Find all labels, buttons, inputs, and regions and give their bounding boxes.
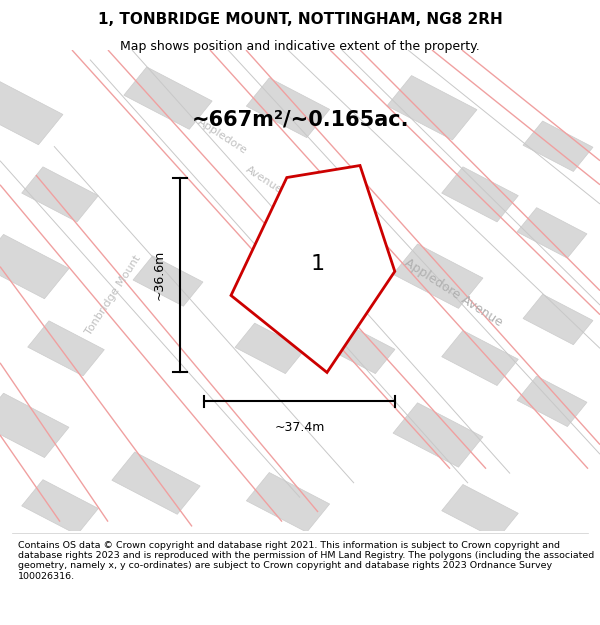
Text: Map shows position and indicative extent of the property.: Map shows position and indicative extent… [120, 40, 480, 53]
Polygon shape [280, 234, 356, 289]
Polygon shape [133, 256, 203, 306]
Polygon shape [393, 403, 483, 467]
Polygon shape [0, 81, 63, 145]
Text: Tonbridge Mount: Tonbridge Mount [83, 254, 142, 338]
Polygon shape [0, 234, 69, 299]
Polygon shape [325, 323, 395, 374]
Polygon shape [387, 76, 477, 140]
Text: Contains OS data © Crown copyright and database right 2021. This information is : Contains OS data © Crown copyright and d… [18, 541, 594, 581]
Polygon shape [442, 167, 518, 222]
Text: Appledore: Appledore [196, 117, 248, 156]
Polygon shape [517, 376, 587, 426]
Polygon shape [235, 323, 305, 374]
Polygon shape [442, 331, 518, 386]
Polygon shape [523, 121, 593, 171]
Polygon shape [247, 78, 329, 138]
Polygon shape [112, 452, 200, 514]
Polygon shape [0, 393, 69, 458]
Polygon shape [124, 67, 212, 129]
Polygon shape [22, 167, 98, 222]
Text: ~36.6m: ~36.6m [152, 250, 166, 300]
Polygon shape [28, 321, 104, 376]
Text: ~37.4m: ~37.4m [274, 421, 325, 434]
Polygon shape [231, 166, 395, 372]
Polygon shape [517, 208, 587, 258]
Polygon shape [247, 472, 329, 532]
Polygon shape [442, 484, 518, 539]
Text: Appledore Avenue: Appledore Avenue [401, 256, 505, 329]
Text: 1: 1 [311, 254, 325, 274]
Text: 1, TONBRIDGE MOUNT, NOTTINGHAM, NG8 2RH: 1, TONBRIDGE MOUNT, NOTTINGHAM, NG8 2RH [98, 12, 502, 28]
Text: Avenue: Avenue [244, 164, 284, 196]
Polygon shape [22, 479, 98, 535]
Polygon shape [523, 294, 593, 345]
Text: ~667m²/~0.165ac.: ~667m²/~0.165ac. [191, 110, 409, 130]
Polygon shape [393, 244, 483, 308]
